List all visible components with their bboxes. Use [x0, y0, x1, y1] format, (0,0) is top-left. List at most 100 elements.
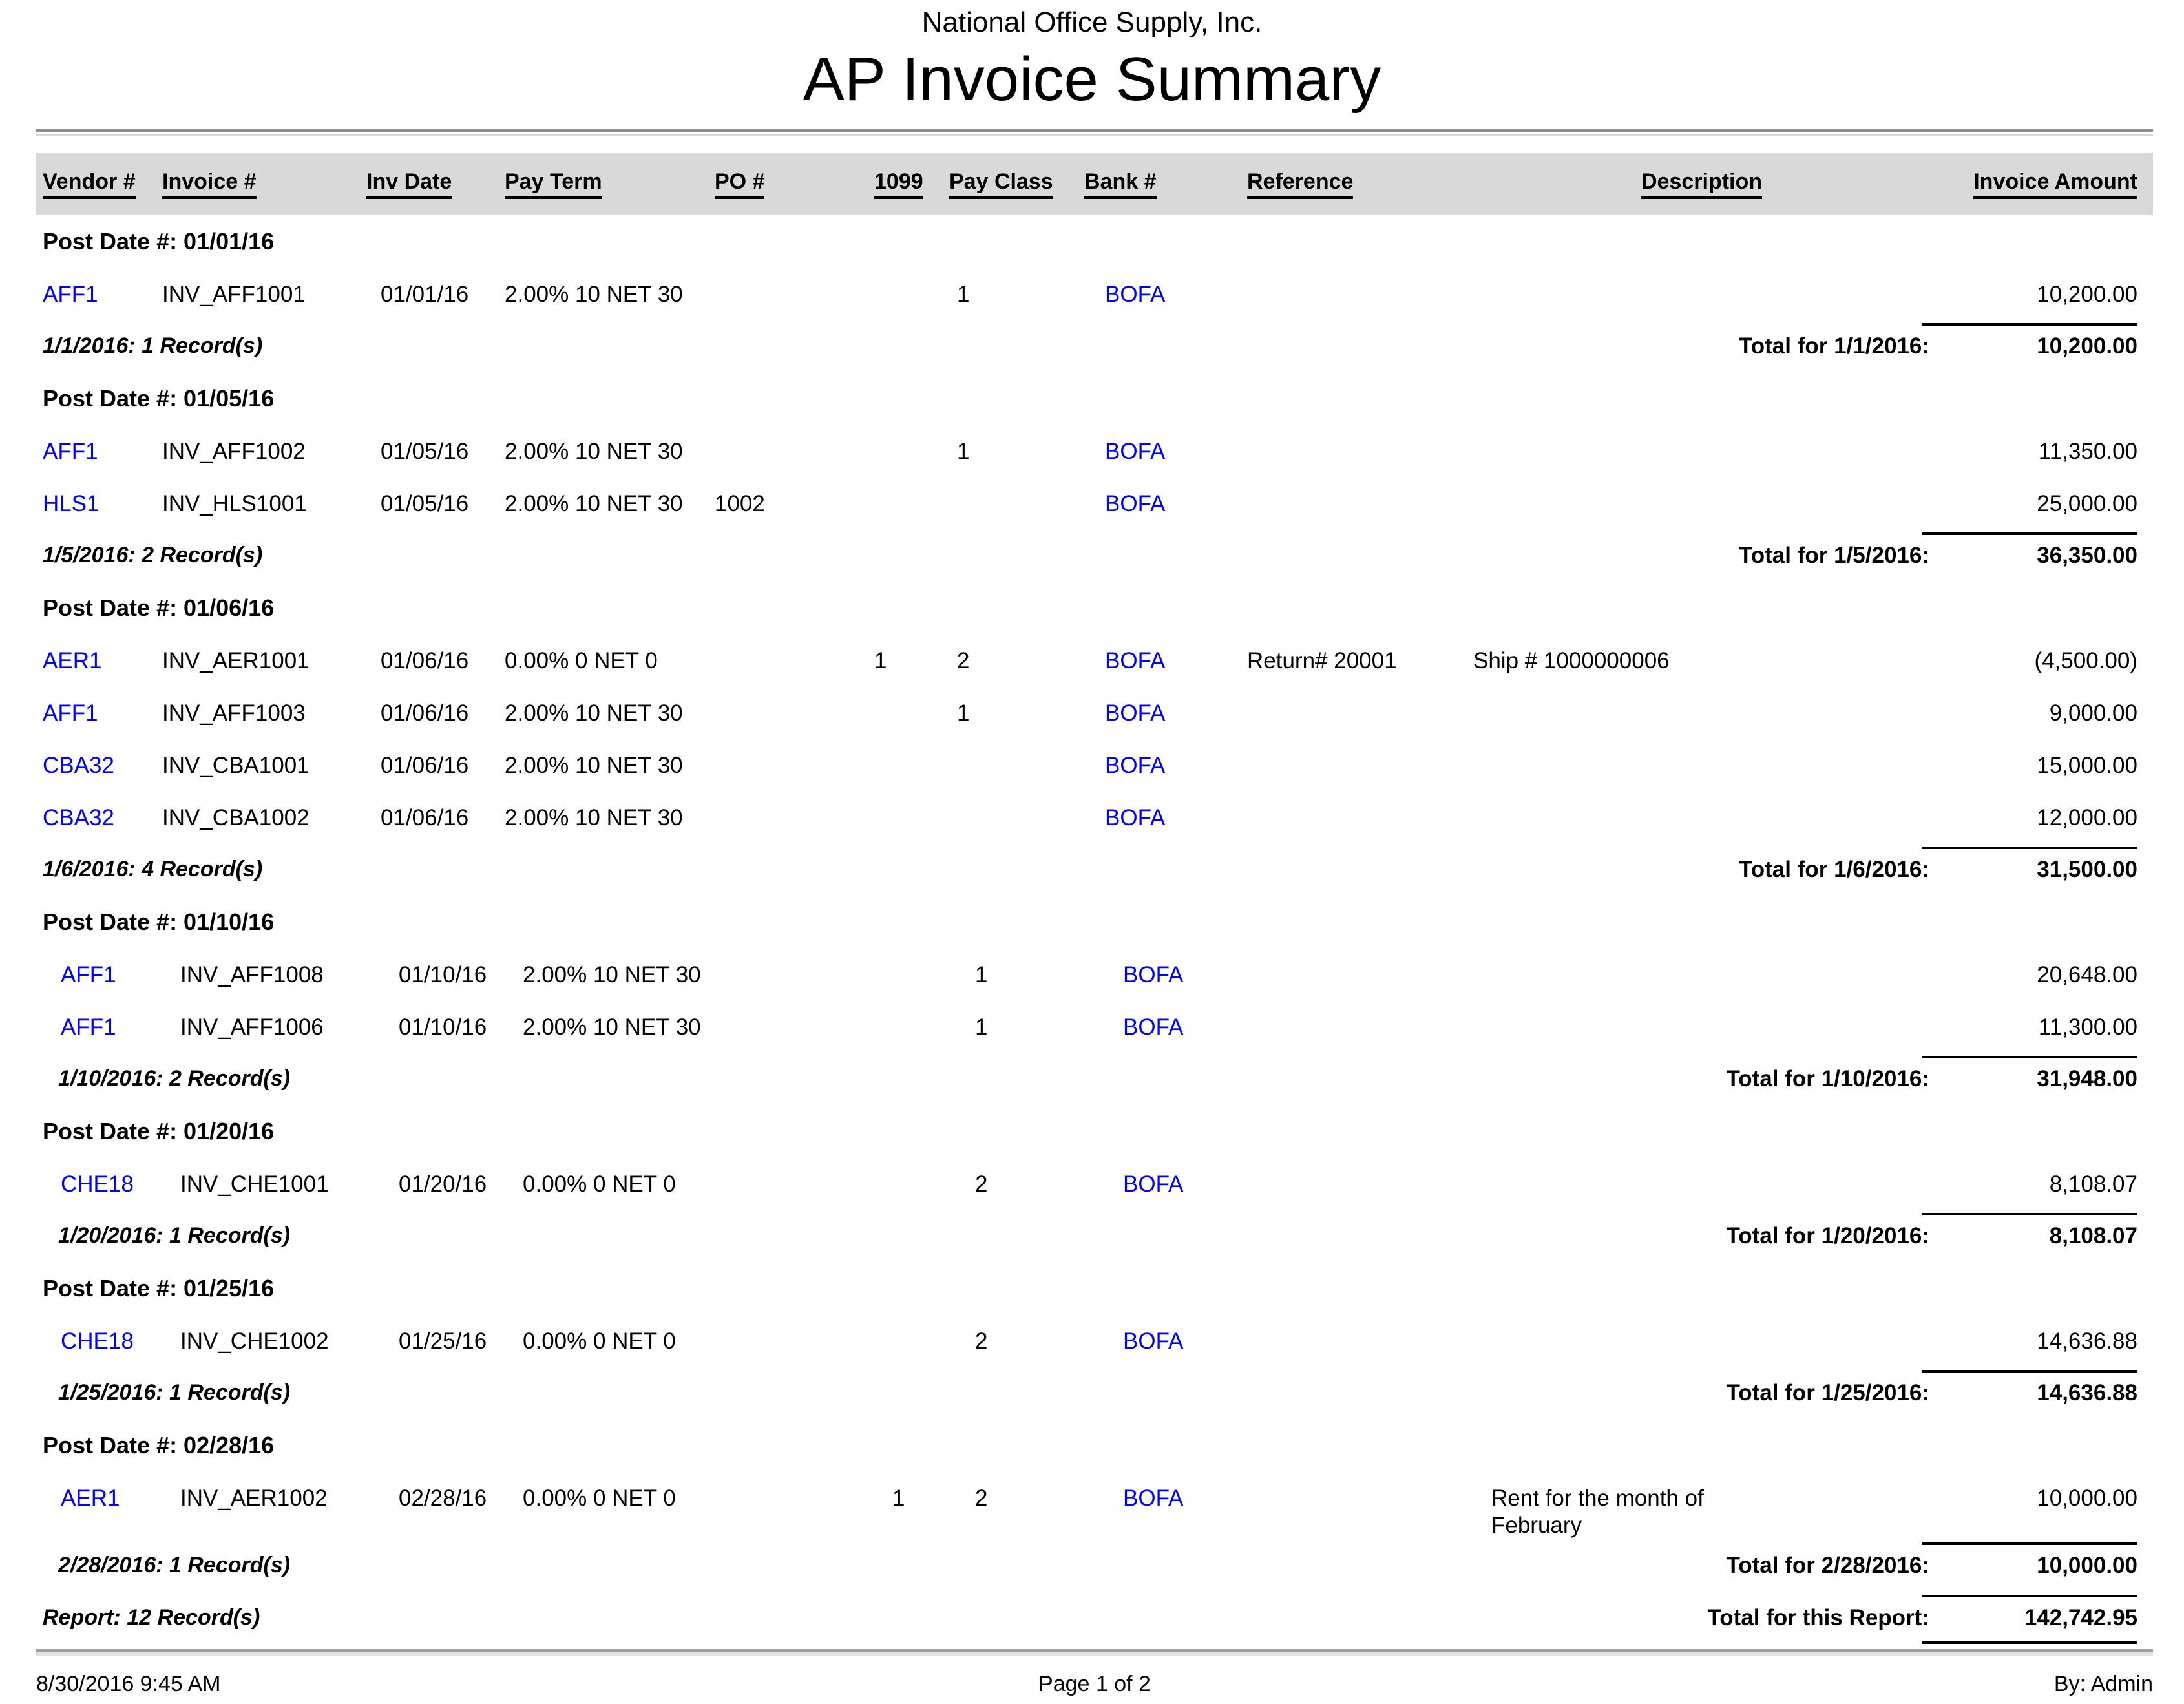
bank-link[interactable]: BOFA — [1123, 1486, 1184, 1511]
description-cell — [1473, 739, 1745, 752]
invoice-cell: INV_AFF1001 — [162, 282, 306, 307]
pay-term-cell: 2.00% 10 NET 30 — [505, 805, 683, 830]
bank-link[interactable]: BOFA — [1105, 491, 1166, 516]
record-count-label: 1/10/2016: 2 Record(s) — [58, 1066, 291, 1091]
section-total-label: Total for 1/6/2016: — [1738, 856, 1929, 882]
inv-date-cell: 01/06/16 — [381, 700, 469, 726]
po-cell — [715, 425, 874, 438]
vendor-link[interactable]: AFF1 — [43, 282, 98, 307]
column-header-cell-reference: Reference — [1247, 169, 1473, 199]
vendor-link[interactable]: CHE18 — [61, 1172, 134, 1197]
amount-cell: (4,500.00) — [2034, 648, 2137, 673]
pay-class-cell: 2 — [975, 1486, 988, 1511]
reference-cell — [1265, 1157, 1491, 1171]
bank-link[interactable]: BOFA — [1123, 962, 1184, 987]
vendor-link[interactable]: AER1 — [61, 1486, 120, 1511]
f1099-cell — [874, 268, 949, 281]
column-header-cell-1099: 1099 — [874, 169, 949, 199]
report-total-line: Report: 12 Record(s) Total for this Repor… — [36, 1592, 2153, 1644]
report-total-label: Total for this Report: — [1707, 1604, 1930, 1630]
invoice-row: AFF1 INV_AFF1003 01/06/16 2.00% 10 NET 30 1 B… — [36, 686, 2153, 739]
column-header-invoice: Invoice # — [162, 169, 257, 199]
bank-link[interactable]: BOFA — [1123, 1329, 1184, 1354]
inv-date-cell: 01/10/16 — [399, 1015, 487, 1040]
reference-cell — [1265, 1000, 1491, 1014]
vendor-link[interactable]: HLS1 — [43, 491, 100, 516]
column-header-1099: 1099 — [874, 169, 923, 199]
reference-cell: Return# 20001 — [1247, 648, 1397, 673]
footer-separator — [36, 1649, 2153, 1652]
reference-cell — [1247, 425, 1473, 438]
amount-cell: 14,636.88 — [2037, 1329, 2137, 1354]
column-header-cell-vendor: Vendor # — [43, 169, 162, 199]
pay-term-cell: 0.00% 0 NET 0 — [523, 1486, 676, 1511]
invoice-cell: INV_CBA1002 — [162, 805, 310, 830]
column-header-band: Vendor # Invoice # Inv Date Pay Term PO # 109… — [36, 153, 2153, 215]
vendor-link[interactable]: CHE18 — [61, 1329, 134, 1354]
column-header-pay-class: Pay Class — [949, 169, 1053, 199]
reference-cell — [1247, 791, 1473, 805]
record-count-label: 2/28/2016: 1 Record(s) — [58, 1553, 291, 1577]
inv-date-cell: 01/05/16 — [381, 491, 469, 516]
footer-datetime: 8/30/2016 9:45 AM — [36, 1672, 221, 1696]
record-count-label: 1/1/2016: 1 Record(s) — [43, 333, 263, 358]
bank-link[interactable]: BOFA — [1105, 805, 1166, 830]
column-header-cell-pay-class: Pay Class — [949, 169, 1084, 199]
invoice-row: CHE18 INV_CHE1002 01/25/16 0.00% 0 NET 0 2 BO… — [36, 1314, 2153, 1367]
invoice-row: AFF1 INV_AFF1001 01/01/16 2.00% 10 NET 30 1 B… — [36, 268, 2153, 320]
report-content: Vendor # Invoice # Inv Date Pay Term PO # 109… — [36, 129, 2153, 1697]
amount-cell: 12,000.00 — [2037, 805, 2137, 830]
vendor-link[interactable]: CBA32 — [43, 805, 114, 830]
section-total-amount: 10,200.00 — [1922, 322, 2137, 359]
vendor-link[interactable]: CBA32 — [43, 753, 114, 778]
vendor-link[interactable]: AFF1 — [61, 962, 116, 987]
vendor-link[interactable]: AFF1 — [43, 439, 98, 464]
f1099-cell — [892, 948, 967, 962]
page-title: AP Invoice Summary — [803, 45, 1381, 114]
column-header-cell-pay-term: Pay Term — [505, 169, 715, 199]
bank-link[interactable]: BOFA — [1123, 1172, 1184, 1197]
section-total-amount: 8,108.07 — [1922, 1212, 2137, 1249]
bank-link[interactable]: BOFA — [1105, 648, 1166, 673]
vendor-link[interactable]: AFF1 — [61, 1015, 116, 1040]
pay-term-cell: 2.00% 10 NET 30 — [505, 491, 683, 516]
bank-link[interactable]: BOFA — [1123, 1015, 1184, 1040]
description-cell — [1473, 791, 1745, 805]
column-header-pay-term: Pay Term — [505, 169, 602, 199]
bank-link[interactable]: BOFA — [1105, 439, 1166, 464]
post-date-header: Post Date #: 01/10/16 — [43, 908, 275, 935]
reference-cell — [1247, 686, 1473, 700]
amount-cell: 25,000.00 — [2037, 491, 2137, 516]
report-total-amount: 142,742.95 — [1922, 1594, 2137, 1644]
f1099-cell: 1 — [892, 1486, 905, 1511]
section-total-amount: 10,000.00 — [1922, 1542, 2137, 1579]
inv-date-cell: 01/20/16 — [399, 1172, 487, 1197]
bank-link[interactable]: BOFA — [1105, 282, 1166, 307]
pay-term-cell: 0.00% 0 NET 0 — [505, 648, 658, 673]
amount-cell: 10,200.00 — [2037, 282, 2137, 307]
section-total-amount: 31,500.00 — [1922, 846, 2137, 883]
vendor-link[interactable]: AFF1 — [43, 700, 98, 726]
post-date-header: Post Date #: 01/06/16 — [43, 594, 275, 621]
column-header-po: PO # — [715, 169, 765, 199]
pay-class-cell: 1 — [957, 700, 970, 726]
section-total-label: Total for 2/28/2016: — [1726, 1552, 1929, 1578]
bank-link[interactable]: BOFA — [1105, 700, 1166, 726]
report-record-count-label: Report: 12 Record(s) — [43, 1605, 260, 1630]
f1099-cell — [874, 425, 949, 438]
reference-cell — [1265, 948, 1491, 962]
vendor-link[interactable]: AER1 — [43, 648, 102, 673]
bank-link[interactable]: BOFA — [1105, 753, 1166, 778]
po-cell — [733, 1471, 892, 1485]
description-cell — [1473, 686, 1745, 700]
pay-term-cell: 2.00% 10 NET 30 — [505, 753, 683, 778]
f1099-cell — [874, 739, 949, 752]
po-cell — [733, 948, 892, 962]
inv-date-cell: 01/06/16 — [381, 753, 469, 778]
pay-class-cell: 1 — [957, 439, 970, 464]
description-cell — [1473, 268, 1745, 281]
section-total-label: Total for 1/25/2016: — [1726, 1380, 1929, 1405]
section-total-label: Total for 1/1/2016: — [1738, 333, 1929, 359]
section-total-line: 1/1/2016: 1 Record(s) Total for 1/1/2016:… — [36, 320, 2153, 372]
pay-class-cell: 2 — [957, 648, 970, 673]
